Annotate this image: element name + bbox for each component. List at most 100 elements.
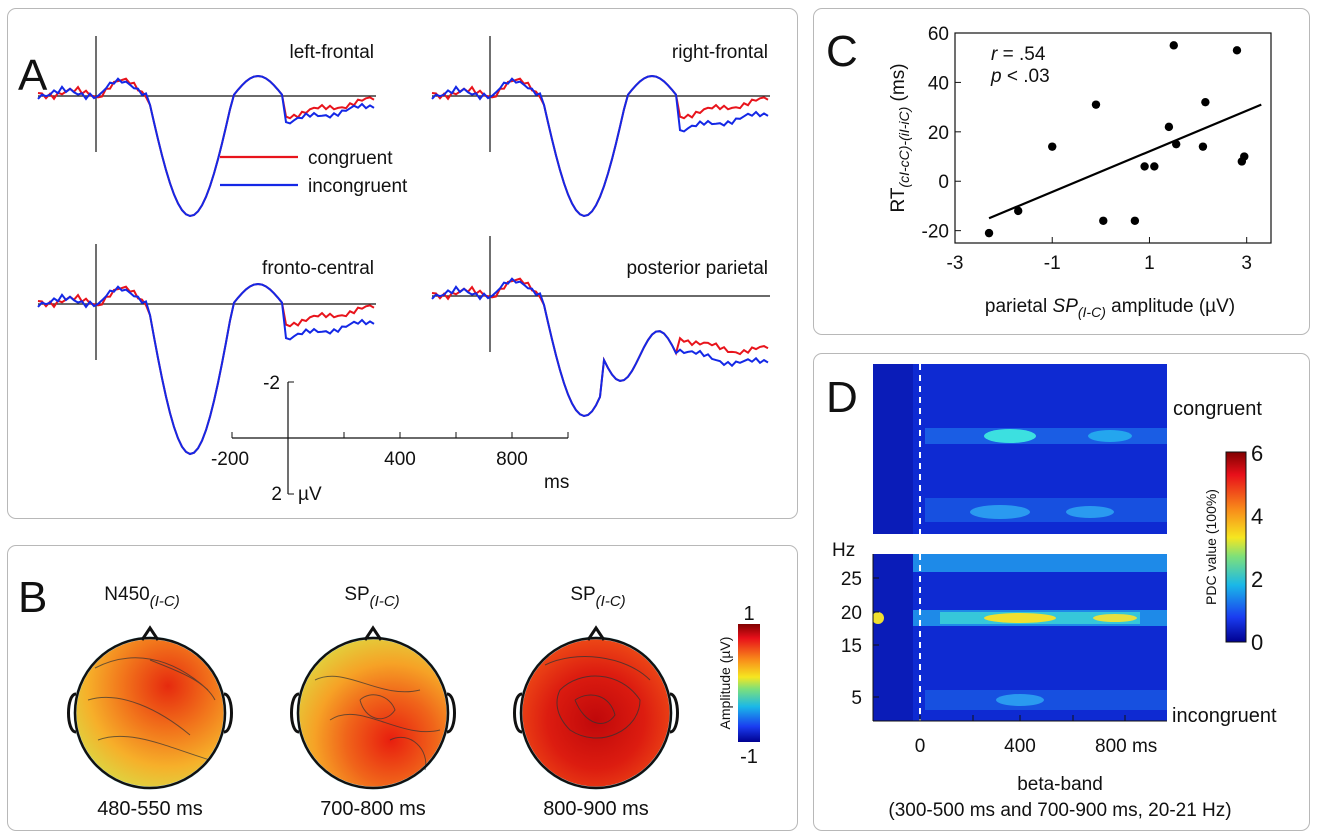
heatmap-top-hotspot3 bbox=[970, 505, 1030, 519]
topomap-2-contours bbox=[314, 675, 441, 771]
scatter-xtick-label-0: -3 bbox=[947, 253, 964, 274]
scale-xtick-label-neg200: -200 bbox=[211, 449, 249, 470]
scatter-xtick-label-3: 3 bbox=[1241, 253, 1252, 274]
topomap-2-nose bbox=[363, 625, 383, 641]
panel-letter-a: A bbox=[18, 51, 48, 100]
scale-ytick-label-2: 2 bbox=[271, 484, 282, 505]
topomap-1-left-ear bbox=[67, 692, 77, 734]
topomap-title-2: SP(I-C) bbox=[344, 584, 399, 610]
subplot-1-incongruent-trace bbox=[431, 74, 769, 218]
scatter-point-6 bbox=[1140, 162, 1149, 171]
scatter-point-13 bbox=[1232, 46, 1242, 55]
topomap-3-left-ear bbox=[513, 692, 523, 734]
heatmap-axes bbox=[872, 554, 1167, 722]
topomap-title-3: SP(I-C) bbox=[570, 584, 625, 610]
heatmap-bot-hotspot-low bbox=[996, 694, 1044, 706]
colorbar-d-label: PDC value (100%) bbox=[1203, 489, 1219, 605]
colorbar-b-label: Amplitude (µV) bbox=[717, 637, 733, 730]
heatmap-bot-prestim bbox=[873, 554, 913, 721]
heatmap-bot-topband bbox=[913, 554, 1167, 572]
heatmap-ytick-label-20: 20 bbox=[841, 603, 862, 624]
heatmap-ytick-label-15: 15 bbox=[841, 636, 862, 657]
pdc-heatmap-congruent bbox=[873, 364, 1167, 534]
scale-xtick-label-400: 400 bbox=[384, 449, 416, 470]
heatmap-ytick-label-25: 25 bbox=[841, 569, 862, 590]
heatmap-label-congruent: congruent bbox=[1173, 398, 1262, 420]
topomap-3-nose bbox=[586, 625, 606, 641]
scale-bar-axes: -200 400 800 ms -2 2 µV bbox=[211, 373, 569, 505]
panel-letter-d: D bbox=[826, 373, 858, 422]
scale-xtick-label-800: 800 bbox=[496, 449, 528, 470]
stat-r: r = .54 bbox=[991, 44, 1046, 65]
topomap-time-2: 700-800 ms bbox=[320, 798, 426, 820]
subplot-3-incongruent-trace bbox=[431, 277, 769, 418]
panel-a bbox=[7, 8, 798, 519]
scale-ytick-label-neg2: -2 bbox=[263, 373, 280, 394]
legend-label-congruent: congruent bbox=[308, 148, 393, 169]
heatmap-xtick-label-400: 400 bbox=[1004, 736, 1036, 757]
subplot-title-left-frontal: left-frontal bbox=[290, 42, 374, 63]
scatter-ytick-label-1: 0 bbox=[938, 172, 949, 193]
heatmap-top-hotspot1 bbox=[984, 429, 1036, 443]
subplot-title-right-frontal: right-frontal bbox=[672, 42, 768, 63]
heatmap-top-band2 bbox=[925, 498, 1167, 522]
scatter-y-label: RT(cI-cC)-(iI-iC) (ms) bbox=[888, 63, 912, 212]
topomap-1-contours bbox=[87, 657, 216, 761]
heatmap-top-hotspot2 bbox=[1088, 430, 1132, 442]
heatmap-label-incongruent: incongruent bbox=[1172, 705, 1277, 727]
heatmap-bot-lowband bbox=[925, 690, 1167, 710]
scatter-point-8 bbox=[1164, 122, 1174, 132]
regression-line bbox=[988, 103, 1262, 220]
topomap-3 bbox=[513, 625, 679, 790]
scatter-point-2 bbox=[1048, 142, 1057, 151]
topomap-time-3: 800-900 ms bbox=[543, 798, 649, 820]
heatmap-x-label-2: (300-500 ms and 700-900 ms, 20-21 Hz) bbox=[888, 800, 1231, 821]
colorbar-d-tick-0: 0 bbox=[1251, 630, 1263, 655]
topomap-time-1: 480-550 ms bbox=[97, 798, 203, 820]
subplot-title-fronto-central: fronto-central bbox=[262, 258, 374, 279]
heatmap-top-hotspot4 bbox=[1066, 506, 1114, 518]
colorbar-b bbox=[738, 624, 760, 742]
colorbar-b-max: 1 bbox=[743, 603, 754, 625]
subplot-0-incongruent-trace bbox=[37, 74, 375, 218]
subplot-title-posterior-parietal: posterior parietal bbox=[626, 258, 768, 279]
panel-letter-c: C bbox=[826, 27, 858, 76]
panel-letter-b: B bbox=[18, 573, 47, 622]
legend-label-incongruent: incongruent bbox=[308, 176, 408, 197]
scatter-plot: -3 -1 1 3 -20 0 20 40 60 bbox=[922, 24, 1272, 274]
scatter-ytick-label-2: 20 bbox=[928, 123, 949, 144]
heatmap-y-label: Hz bbox=[832, 540, 855, 561]
scatter-ytick-label-0: -20 bbox=[922, 222, 949, 243]
heatmap-bot-hotspot-yellow2 bbox=[1093, 614, 1137, 622]
stat-p: p < .03 bbox=[990, 66, 1050, 87]
topomap-2 bbox=[290, 625, 456, 790]
scatter-ytick-label-3: 40 bbox=[928, 73, 949, 94]
topomap-2-head-outline bbox=[296, 636, 450, 790]
legend: congruent incongruent bbox=[220, 148, 408, 197]
scatter-x-label: parietal SP(I-C) amplitude (µV) bbox=[985, 296, 1235, 320]
topomap-3-contours bbox=[544, 656, 651, 739]
heatmap-bot-hotspot-yellow bbox=[984, 613, 1056, 623]
topomap-3-head-outline bbox=[519, 636, 673, 790]
erp-subplots bbox=[37, 36, 770, 456]
topomap-1-nose bbox=[140, 625, 160, 641]
scatter-point-1 bbox=[1014, 206, 1023, 216]
scatter-plot-frame bbox=[954, 32, 1272, 244]
scatter-point-15 bbox=[1240, 152, 1249, 161]
colorbar-d-tick-6: 6 bbox=[1251, 441, 1263, 466]
colorbar-b-min: -1 bbox=[740, 746, 758, 768]
panel-c bbox=[813, 8, 1310, 335]
scatter-ytick-label-4: 60 bbox=[928, 24, 949, 45]
topomap-title-1: N450(I-C) bbox=[104, 584, 179, 610]
scatter-point-12 bbox=[1201, 97, 1210, 107]
topomap-1-right-ear bbox=[223, 692, 233, 734]
scale-y-unit: µV bbox=[298, 484, 322, 505]
heatmap-xtick-label-800: 800 ms bbox=[1095, 736, 1157, 757]
topomap-1 bbox=[67, 625, 233, 790]
scatter-xtick-label-2: 1 bbox=[1144, 253, 1155, 274]
colorbar-d-tick-4: 4 bbox=[1251, 504, 1263, 529]
heatmap-ytick-label-5: 5 bbox=[851, 688, 862, 709]
scatter-point-7 bbox=[1150, 162, 1159, 171]
topomap-2-right-ear bbox=[446, 692, 456, 734]
